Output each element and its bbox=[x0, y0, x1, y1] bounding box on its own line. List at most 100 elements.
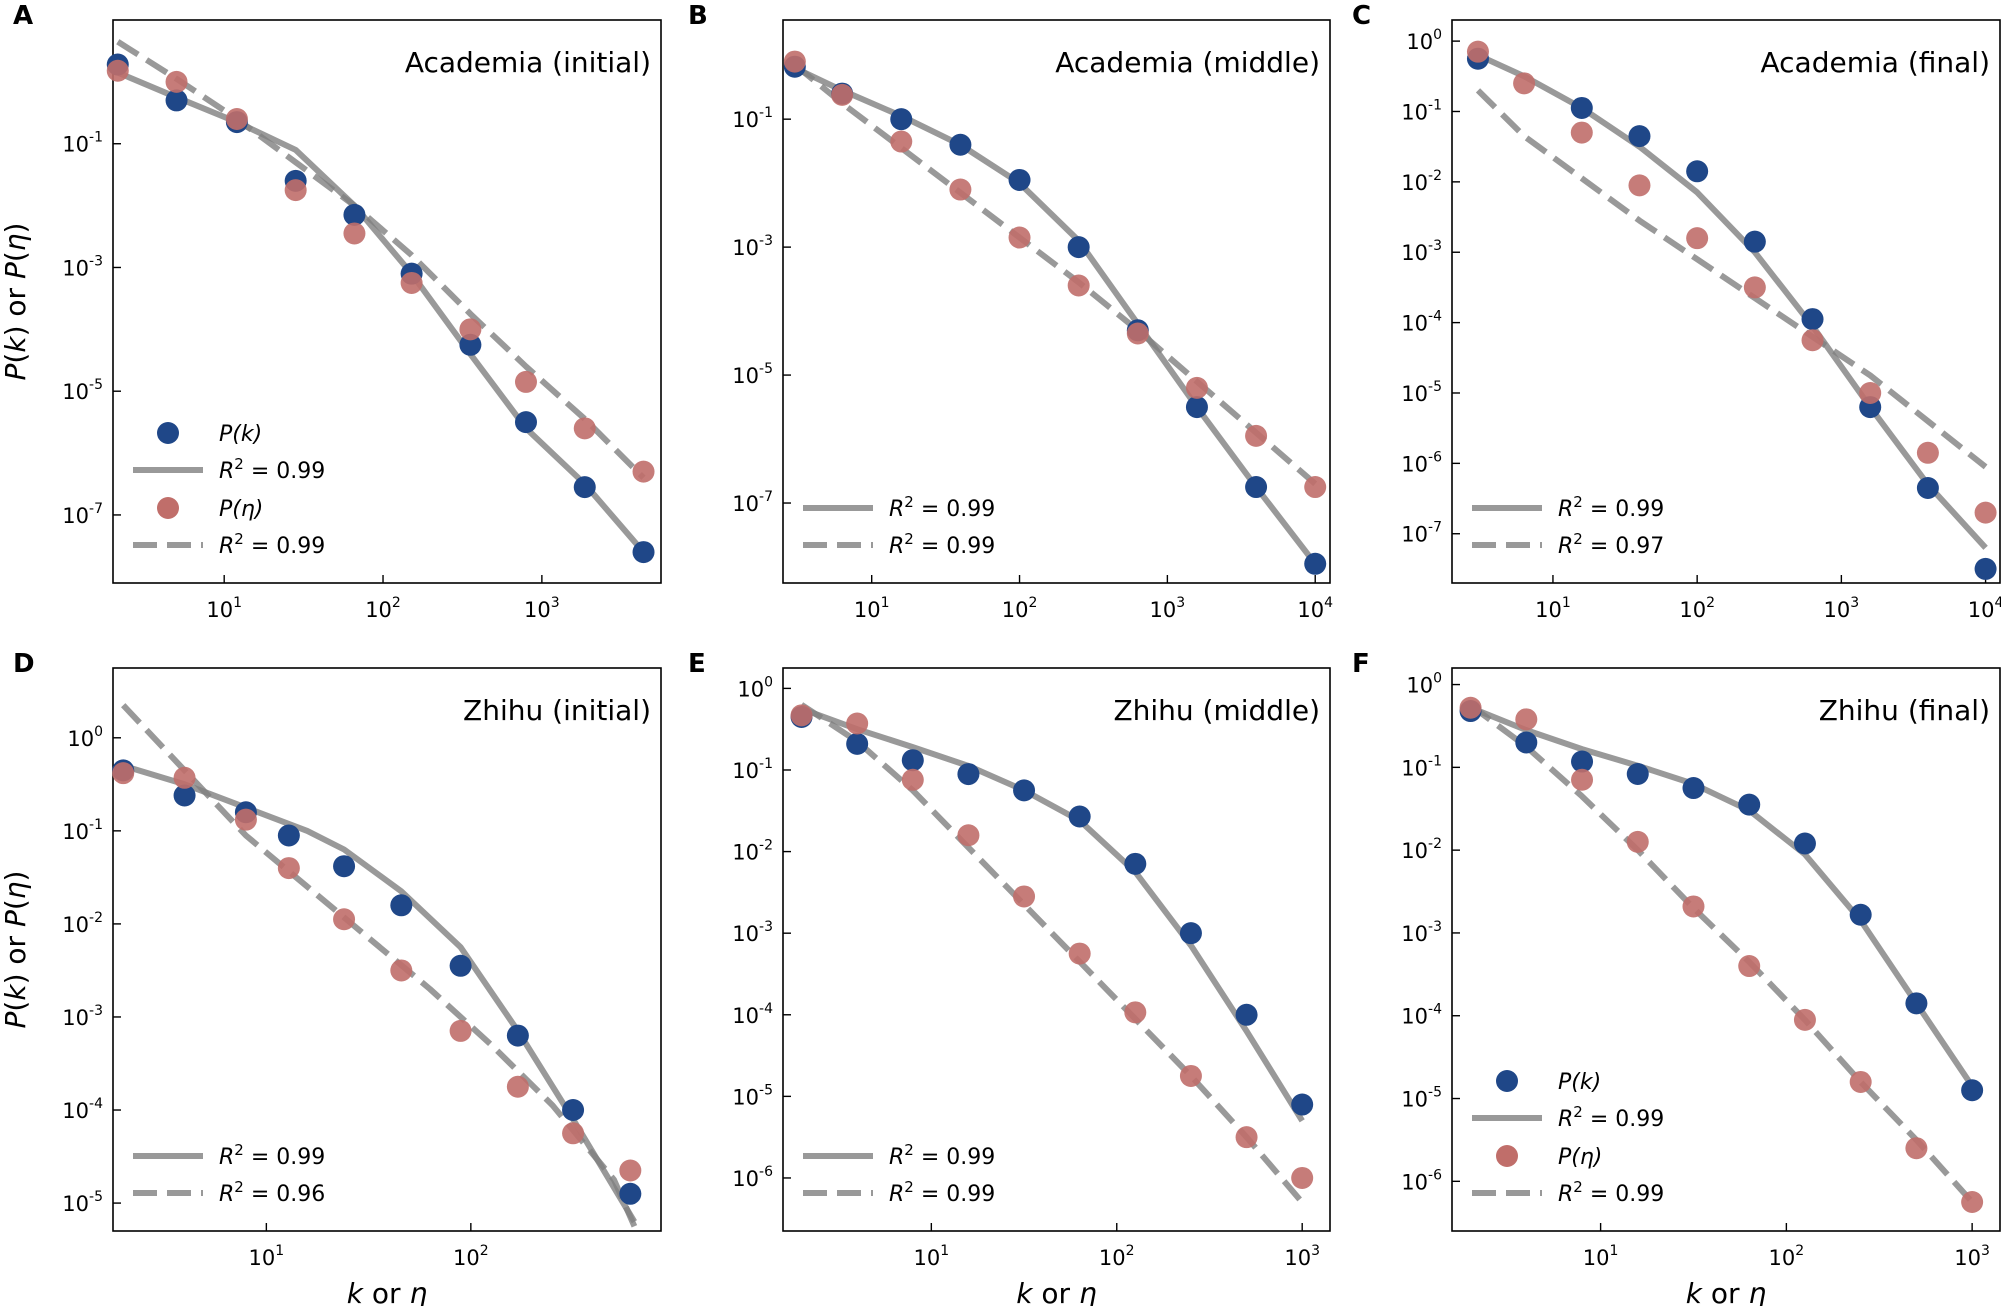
legend-pk-swatch bbox=[1496, 1070, 1518, 1092]
pk-point bbox=[459, 333, 482, 356]
fit-line-pk bbox=[122, 762, 637, 1224]
panel-title: Zhihu (middle) bbox=[1113, 694, 1320, 727]
legend: R2 = 0.99 R2 = 0.99 bbox=[803, 493, 995, 559]
pk-point bbox=[1304, 552, 1327, 575]
panel-letter: B bbox=[688, 1, 708, 31]
peta-point bbox=[1459, 696, 1482, 719]
pk-point bbox=[1916, 476, 1939, 499]
peta-point bbox=[1738, 955, 1761, 978]
x-tick-label: 104 bbox=[1297, 595, 1333, 622]
legend: P(k) R2 = 0.99 P(η) R2 = 0.99 bbox=[133, 422, 325, 559]
x-axis-label: k or η bbox=[1686, 1277, 1766, 1306]
y-tick-label: 100 bbox=[67, 724, 103, 751]
legend: R2 = 0.99 R2 = 0.99 bbox=[803, 1141, 995, 1207]
legend-r2-solid-label: R2 = 0.99 bbox=[889, 493, 995, 522]
x-axis-label: k or η bbox=[347, 1277, 427, 1306]
pk-point bbox=[506, 1024, 529, 1047]
fit-line-pk bbox=[1469, 704, 1975, 1088]
peta-point bbox=[173, 766, 196, 789]
peta-point bbox=[277, 857, 300, 880]
peta-point bbox=[1916, 441, 1939, 464]
x-tick-label: 101 bbox=[854, 595, 890, 622]
x-tick-label: 101 bbox=[1535, 595, 1571, 622]
panel-title: Zhihu (final) bbox=[1819, 694, 1990, 727]
y-tick-label: 10-2 bbox=[62, 910, 103, 937]
pk-point bbox=[1738, 793, 1761, 816]
y-tick-label: 10-1 bbox=[1401, 753, 1442, 780]
pk-point bbox=[1961, 1079, 1984, 1102]
x-tick-label: 102 bbox=[365, 595, 401, 622]
legend-peta-label: P(η) bbox=[1558, 1145, 1602, 1170]
legend-r2-dashed-label: R2 = 0.99 bbox=[219, 530, 325, 559]
x-tick-label: 103 bbox=[1824, 595, 1860, 622]
peta-point bbox=[506, 1075, 529, 1098]
peta-point bbox=[1291, 1166, 1314, 1189]
y-tick-label: 10-3 bbox=[732, 233, 773, 260]
axes-frame bbox=[112, 19, 662, 584]
y-tick-label: 100 bbox=[1406, 27, 1442, 54]
pk-point bbox=[1801, 308, 1824, 331]
pk-point bbox=[1124, 852, 1147, 875]
peta-point bbox=[890, 130, 913, 153]
peta-point bbox=[165, 70, 188, 93]
fit-line-peta bbox=[799, 702, 1305, 1205]
peta-point bbox=[1068, 942, 1091, 965]
peta-point bbox=[1235, 1126, 1258, 1149]
panel-title: Academia (final) bbox=[1761, 46, 1991, 79]
legend-r2-solid-label: R2 = 0.99 bbox=[219, 1141, 325, 1170]
y-axis-label: P(k) or P(η) bbox=[0, 223, 32, 381]
fit-line-peta bbox=[1475, 88, 1988, 470]
fit-line-peta bbox=[792, 62, 1318, 487]
peta-point bbox=[514, 370, 537, 393]
peta-point bbox=[1008, 226, 1031, 249]
y-tick-label: 10-7 bbox=[62, 501, 103, 528]
y-tick-label: 10-1 bbox=[62, 130, 103, 157]
pk-point bbox=[890, 108, 913, 131]
peta-point bbox=[901, 768, 924, 791]
pk-point bbox=[1849, 903, 1872, 926]
y-tick-label: 100 bbox=[737, 674, 773, 701]
fit-line-pk bbox=[116, 69, 646, 555]
pk-point bbox=[1628, 125, 1651, 148]
legend-pk-label: P(k) bbox=[1558, 1070, 1601, 1095]
y-tick-label: 10-5 bbox=[732, 361, 773, 388]
pk-point bbox=[173, 784, 196, 807]
peta-point bbox=[1849, 1070, 1872, 1093]
peta-point bbox=[1126, 322, 1149, 345]
y-tick-label: 10-3 bbox=[1401, 919, 1442, 946]
pk-point bbox=[1185, 396, 1208, 419]
legend-pk-label: P(k) bbox=[219, 422, 262, 447]
x-tick-label: 102 bbox=[453, 1243, 489, 1270]
peta-point bbox=[562, 1122, 585, 1145]
peta-point bbox=[831, 83, 854, 106]
peta-point bbox=[949, 178, 972, 201]
pk-point bbox=[1515, 731, 1538, 754]
panel-a: 101 102 103 10-1 10-3 10-5 10-7 A Academia (init… bbox=[0, 1, 662, 622]
peta-point bbox=[1067, 274, 1090, 297]
peta-point bbox=[106, 59, 129, 82]
peta-point bbox=[1686, 227, 1709, 250]
panel-title: Zhihu (initial) bbox=[463, 694, 651, 727]
pk-point bbox=[1974, 557, 1997, 580]
peta-point bbox=[343, 222, 366, 245]
peta-point bbox=[1013, 885, 1036, 908]
y-tick-label: 10-1 bbox=[732, 756, 773, 783]
pk-point bbox=[514, 411, 537, 434]
legend-peta-label: P(η) bbox=[219, 497, 263, 522]
pk-point bbox=[1682, 777, 1705, 800]
peta-point bbox=[333, 908, 356, 931]
pk-point bbox=[1245, 476, 1268, 499]
legend-r2-dashed-label: R2 = 0.96 bbox=[219, 1178, 325, 1207]
peta-point bbox=[459, 318, 482, 341]
pk-point bbox=[1291, 1093, 1314, 1116]
pk-point bbox=[901, 749, 924, 772]
pk-point bbox=[1235, 1003, 1258, 1026]
panel-e: 101 102 103 100 10-1 10-2 10-3 10-4 10-5 10-6 E Zhi… bbox=[688, 649, 1331, 1306]
pk-point bbox=[1626, 762, 1649, 785]
peta-point bbox=[957, 824, 980, 847]
panel-c: 101 102 103 104 100 10-1 10-2 10-3 10-4 10-5 10-6 1… bbox=[1352, 1, 2001, 622]
peta-point bbox=[390, 959, 413, 982]
y-tick-label: 10-7 bbox=[732, 489, 773, 516]
legend-r2-dashed-label: R2 = 0.99 bbox=[889, 530, 995, 559]
legend-r2-dashed-label: R2 = 0.99 bbox=[889, 1178, 995, 1207]
